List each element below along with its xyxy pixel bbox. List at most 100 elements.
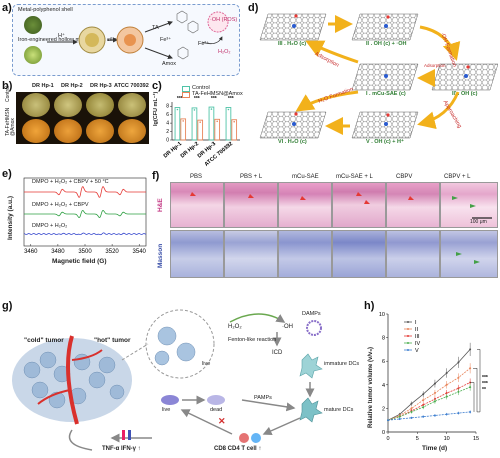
h-xtick-label: 10 [444, 436, 450, 442]
fe2-label: Fe²⁺ [198, 41, 210, 47]
cd4-cell [251, 433, 261, 443]
panel-e: e) 3460 3480 3500 3520 3540 DMPO + H₂O₂ + CB… [2, 168, 150, 268]
icd-label: ICD [272, 350, 283, 356]
h-point [445, 383, 448, 386]
bacteria-dead [207, 395, 225, 405]
c-bar-point [210, 108, 213, 110]
pamps-label: PAMPs [254, 395, 272, 401]
e-xtick-label: 3520 [105, 249, 119, 255]
oh-label-g: ·OH [282, 324, 293, 330]
b-row-1: Control [5, 85, 11, 102]
h-point [457, 390, 460, 393]
e-trace [23, 232, 147, 236]
c-significance: *** [194, 96, 200, 102]
h-point [445, 395, 448, 398]
e-xlabel: Magnetic field (G) [52, 258, 107, 265]
zoom-circle [145, 309, 215, 379]
h-point [445, 392, 448, 395]
c-bar-point [199, 121, 201, 123]
legend-control: Control [192, 85, 210, 92]
c-bar [208, 106, 215, 141]
h-point [457, 361, 460, 364]
c-bar-point [233, 120, 235, 123]
arrow-3-1 [305, 40, 359, 64]
h-ytick-label: 4 [382, 383, 385, 389]
scale-text: 100 μm [470, 219, 487, 225]
e-ylabel: Intensity (a.u.) [7, 195, 14, 240]
panel-g-label: g) [2, 300, 13, 312]
sheet-5 [259, 111, 327, 139]
h2o2-label-g: H₂O₂ [228, 324, 242, 330]
h-sig-bracket-2 [473, 368, 478, 412]
h-point [469, 386, 472, 389]
f-col-1: PBS [190, 174, 203, 180]
h-point [410, 407, 413, 410]
h-significance: *** [482, 375, 488, 381]
sheet-6 [351, 111, 419, 139]
h-legend-marker [407, 349, 409, 351]
h-ytick-label: 6 [382, 359, 385, 365]
h-sig-bracket-3 [470, 382, 475, 412]
scheme-arrow-3 [144, 21, 173, 33]
h-ytick-label: 0 [382, 430, 385, 436]
bacteria-live [161, 395, 179, 405]
h-xtick-label: 15 [473, 436, 479, 442]
c-bar-point [182, 120, 184, 122]
molecule-cluster [176, 10, 199, 60]
dish-control-3 [86, 93, 114, 117]
h-point [422, 403, 425, 406]
h-legend-marker [407, 328, 409, 330]
h-legend-label: II [415, 327, 419, 333]
mechanism-cycle [259, 13, 498, 139]
c-bar [225, 107, 232, 141]
panel-h: h) 0 2 4 6 8 10 0 5 10 15 I II III IV V *** *** ** Time (… [364, 300, 498, 456]
annotation-arrows [190, 192, 492, 264]
h-point [422, 406, 425, 409]
tcell-label: CD8 CD4 T cell ↑ [214, 446, 262, 452]
tumor-cells [23, 351, 125, 409]
masson-cbpv [386, 230, 440, 278]
shell-swatch [24, 16, 42, 34]
h-series-line [387, 386, 471, 421]
tcell-arrow [262, 417, 301, 436]
cycle-arrow [201, 36, 223, 45]
scheme-drawing [47, 10, 229, 60]
e-xtick-label: 3460 [24, 249, 38, 255]
h-series-line [387, 411, 471, 421]
c-ytick-label: 8 [166, 104, 169, 110]
c-bar [231, 119, 238, 141]
dish-control-1 [22, 93, 50, 117]
sheet-3 [351, 63, 419, 91]
h-point [433, 392, 436, 395]
state-1: I . mCu-SAE (c) [366, 91, 406, 97]
c-bar [197, 119, 204, 141]
h-point [457, 387, 460, 390]
h2o2-label-a: H₂O₂ [218, 49, 231, 55]
panel-a-label: a) [2, 2, 12, 14]
h-point [445, 372, 448, 374]
ros-bubble [207, 11, 229, 33]
state-3: III . H₂O (c) [278, 41, 307, 47]
c-bar [180, 118, 187, 141]
h-point [398, 415, 401, 418]
fenton-label: Fenton-like reaction [228, 337, 277, 343]
state-2: II . OH (c) + ·OH [366, 41, 407, 47]
c-bar [214, 118, 221, 141]
shell-label: Metal-polyphenol shell [18, 7, 73, 13]
h-series-line [387, 382, 471, 421]
e-trace [24, 209, 146, 219]
h-point [457, 376, 460, 379]
h-significance: *** [482, 381, 488, 387]
c-ytick-label: 6 [166, 112, 169, 118]
cold-tumor-label: "cold" tumor [24, 337, 64, 344]
ta-label: TA [152, 25, 159, 31]
h-point [410, 416, 413, 419]
b-col-3: DR Hp-3 [90, 83, 112, 89]
immature-dcs-label: immature DCs [324, 361, 360, 367]
masson-pbs-l [224, 230, 278, 278]
c-significance: *** [228, 96, 234, 102]
immature-dc [299, 353, 323, 379]
h-point [410, 402, 413, 405]
epr-chart: 3460 3480 3500 3520 3540 [23, 177, 147, 255]
